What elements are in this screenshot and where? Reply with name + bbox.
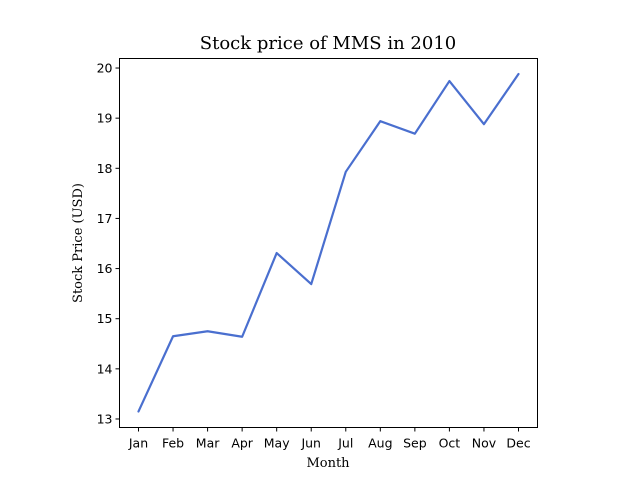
y-tick-label: 16 [97,261,113,276]
x-tick-label: Oct [439,436,461,451]
x-tick-label: Apr [231,436,253,451]
x-tick-label: Sep [403,436,427,451]
x-tick-label: Nov [472,436,497,451]
chart-title: Stock price of MMS in 2010 [200,33,456,54]
series-line [137,72,520,413]
x-tick-label: Jul [337,436,353,451]
y-axis: 13 14 15 16 17 18 19 20 [97,61,120,426]
x-axis: Jan Feb Mar Apr May Jun Jul Aug Sep Oct Nov Dec [128,427,531,451]
x-tick-label: Jun [300,436,321,451]
y-tick-label: 18 [97,161,113,176]
x-tick-label: May [264,436,290,451]
x-tick-label: Dec [506,436,530,451]
x-tick-label: Feb [162,436,184,451]
y-tick-label: 17 [97,211,113,226]
y-tick-label: 15 [97,311,113,326]
y-axis-label: Stock Price (USD) [71,183,86,303]
y-tick-label: 13 [97,411,113,426]
series-group [137,72,520,413]
x-axis-label: Month [306,456,350,471]
y-tick-label: 14 [97,361,113,376]
plot-frame [119,58,538,428]
y-tick-label: 20 [97,61,113,76]
x-tick-label: Jan [128,436,148,451]
y-tick-label: 19 [97,111,113,126]
x-tick-label: Aug [368,436,392,451]
x-tick-label: Mar [196,436,220,451]
